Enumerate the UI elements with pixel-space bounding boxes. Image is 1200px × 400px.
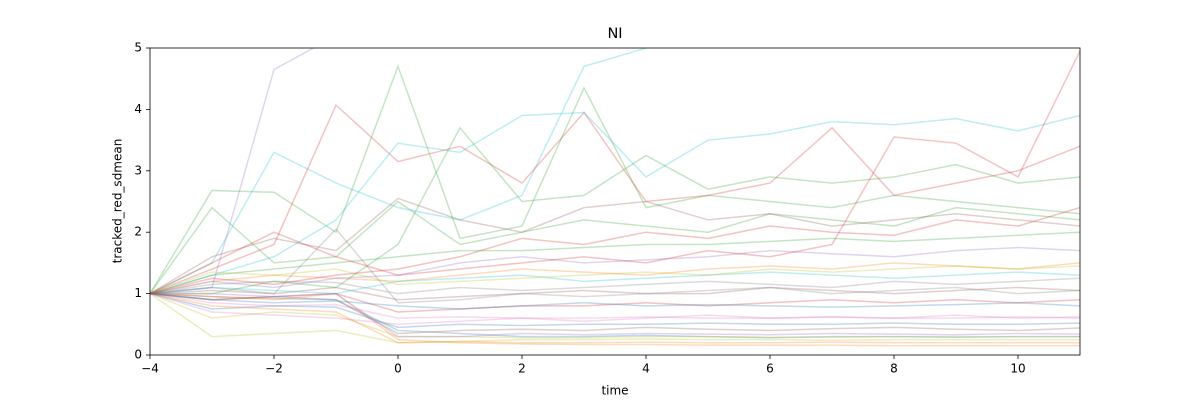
series-line <box>150 228 1080 304</box>
y-tick-label: 4 <box>134 102 142 116</box>
series-line <box>150 50 1080 295</box>
y-tick-label: 3 <box>134 163 142 177</box>
y-axis-label: tracked_red_sdmean <box>111 139 125 264</box>
series-line <box>150 262 1080 295</box>
x-tick-label: 8 <box>890 362 898 376</box>
x-tick-label: 2 <box>518 362 526 376</box>
series-line <box>150 292 1080 319</box>
series-line <box>150 292 1080 344</box>
x-tick-label: 10 <box>1010 362 1025 376</box>
x-axis-label: time <box>601 384 628 398</box>
series-line <box>150 292 1080 344</box>
plot-frame <box>149 47 1081 356</box>
series-line <box>150 111 1080 295</box>
series-line <box>150 48 316 295</box>
series-line <box>150 292 1080 310</box>
y-tick-label: 2 <box>134 225 142 239</box>
y-tick-label: 1 <box>134 286 142 300</box>
x-tick-label: −2 <box>265 362 283 376</box>
x-tick-label: 4 <box>642 362 650 376</box>
lines <box>150 48 1080 347</box>
series-line <box>150 271 1080 295</box>
series-line <box>150 286 1080 301</box>
series-line <box>150 292 1080 339</box>
series-line <box>150 265 1080 295</box>
series-line <box>150 292 1080 329</box>
series-line <box>150 277 1080 295</box>
series-line <box>150 292 1080 347</box>
y-tick-label: 5 <box>134 41 142 55</box>
series-line <box>150 292 1080 326</box>
series-line <box>150 292 1080 313</box>
series-line <box>150 48 649 295</box>
series-line <box>150 231 1080 295</box>
series-line <box>150 246 1080 295</box>
series-line <box>150 126 1080 295</box>
x-tick-label: −4 <box>141 362 159 376</box>
series-line <box>150 292 1080 339</box>
series-line <box>150 64 1080 294</box>
series-line <box>150 197 1080 295</box>
chart-title: NI <box>607 26 622 42</box>
series-line <box>150 206 1080 295</box>
series-line <box>150 292 1080 338</box>
y-tick-label: 0 <box>134 348 142 362</box>
series-line <box>150 103 1080 295</box>
x-tick-label: 0 <box>394 362 402 376</box>
x-tick-label: 6 <box>766 362 774 376</box>
series-line <box>150 200 1080 295</box>
series-line <box>150 292 1080 335</box>
